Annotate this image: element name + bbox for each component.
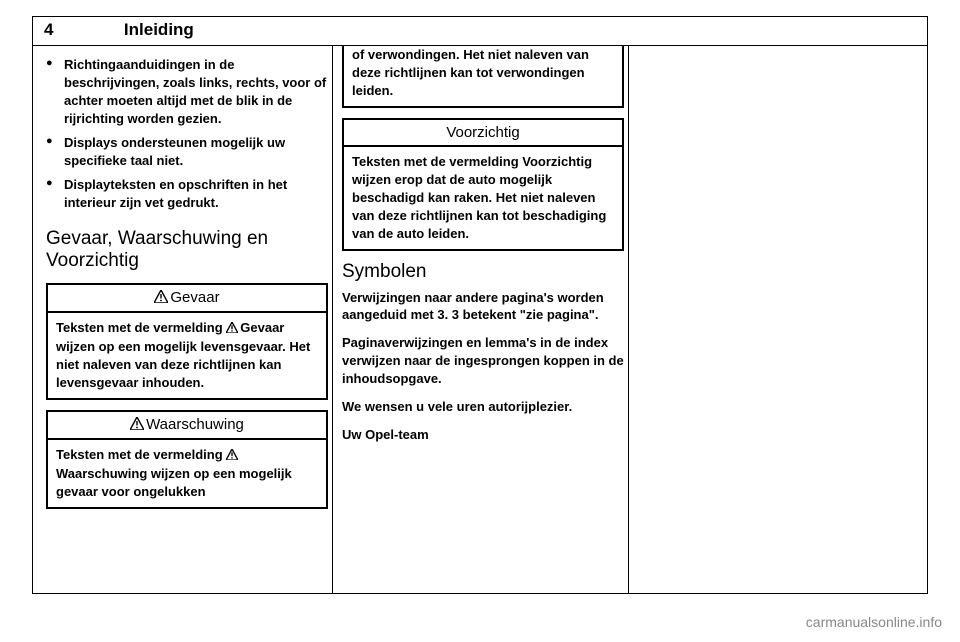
list-item: Displayteksten en opschriften in het int… <box>46 176 328 212</box>
gevaar-body: Teksten met de vermelding Gevaar wijzen … <box>48 313 326 398</box>
column-divider-1 <box>332 46 333 594</box>
warning-icon <box>226 447 238 465</box>
page-header: 4 Inleiding <box>32 16 928 46</box>
warning-icon <box>130 417 144 434</box>
symbolen-heading: Symbolen <box>342 261 624 283</box>
gevaar-title: Gevaar <box>48 285 326 313</box>
section-heading: Gevaar, Waarschuwing en Voorzichtig <box>46 228 328 274</box>
list-item: Richtingaanduidingen in de beschrijvinge… <box>46 56 328 128</box>
gevaar-body-rest: wijzen op een mogelijk levensgevaar. Het… <box>56 339 310 390</box>
voorzichtig-box: Voorzichtig Teksten met de vermelding Vo… <box>342 118 624 251</box>
waarschuwing-title-text: Waarschuwing <box>146 416 244 433</box>
waarschuwing-body: Teksten met de vermelding Waarschuwing w… <box>48 440 326 507</box>
waarschuwing-box: Waarschuwing Teksten met de vermelding W… <box>46 410 328 509</box>
voorzichtig-title: Voorzichtig <box>344 120 622 147</box>
warning-icon <box>154 290 168 307</box>
column-1: Richtingaanduidingen in de beschrijvinge… <box>46 56 328 519</box>
voorzichtig-body: Teksten met de vermelding Voorzichtig wi… <box>344 147 622 249</box>
column-2: of verwondingen. Het niet naleven van de… <box>342 56 624 454</box>
gevaar-box: Gevaar Teksten met de vermelding Gevaar … <box>46 283 328 400</box>
symbolen-para-1: Verwijzingen naar andere pagina's worden… <box>342 289 624 325</box>
gevaar-title-text: Gevaar <box>170 289 219 306</box>
content-area: Richtingaanduidingen in de beschrijvinge… <box>32 46 928 594</box>
waarschuwing-continuation: of verwondingen. Het niet naleven van de… <box>342 46 624 108</box>
symbolen-para-3: We wensen u vele uren autorijplezier. <box>342 398 624 416</box>
waarschuwing-body-label: Waarschuwing <box>56 466 147 481</box>
symbolen-para-2: Paginaverwijzingen en lemma's in de inde… <box>342 334 624 388</box>
waarschuwing-title: Waarschuwing <box>48 412 326 440</box>
list-item: Displays ondersteunen mogelijk uw specif… <box>46 134 328 170</box>
watermark: carmanualsonline.info <box>806 614 942 630</box>
waarschuwing-body-prefix: Teksten met de vermelding <box>56 447 226 462</box>
column-divider-2 <box>628 46 629 594</box>
voorzichtig-title-text: Voorzichtig <box>446 124 519 141</box>
gevaar-body-label: Gevaar <box>240 320 284 335</box>
header-title: Inleiding <box>124 20 194 40</box>
warning-icon <box>226 320 238 338</box>
bullet-list: Richtingaanduidingen in de beschrijvinge… <box>46 56 328 212</box>
signoff: Uw Opel-team <box>342 426 624 444</box>
page-number: 4 <box>44 20 53 40</box>
gevaar-body-prefix: Teksten met de vermelding <box>56 320 226 335</box>
